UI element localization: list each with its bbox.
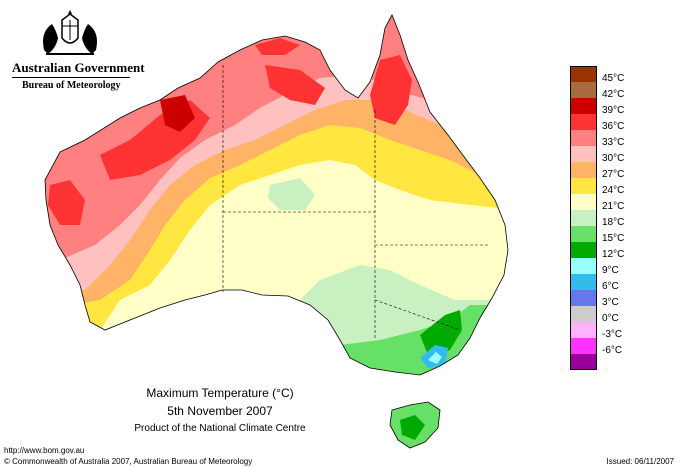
legend-label: 30°C (602, 153, 625, 164)
legend-swatch (570, 258, 597, 274)
legend-row: 30°C (570, 146, 640, 164)
band-36-arnhem (255, 38, 300, 55)
map-date: 5th November 2007 (167, 404, 273, 418)
legend-swatch (570, 194, 597, 210)
band-18-inland (268, 178, 315, 210)
legend-swatch (570, 82, 597, 98)
legend-swatch (570, 178, 597, 194)
map-title: Maximum Temperature (°C) (146, 386, 294, 400)
legend-swatch (570, 146, 597, 162)
legend-row: -6°C (570, 338, 640, 356)
website-link[interactable]: http://www.bom.gov.au (4, 446, 85, 455)
band-36-cape-york (370, 55, 412, 125)
legend-row: 24°C (570, 178, 640, 196)
legend-label: 9°C (602, 265, 619, 276)
legend-row: 9°C (570, 258, 640, 276)
legend-swatch (570, 306, 597, 322)
temperature-legend: 45°C 42°C 39°C 36°C 33°C 30°C 27°C 24°C 21°C 18°C… (570, 66, 640, 370)
band-36-top-end (265, 65, 325, 105)
organization-title: Australian Government (12, 60, 145, 75)
legend-label: 21°C (602, 201, 625, 212)
bureau-title: Bureau of Meteorology (22, 80, 121, 91)
legend-swatch (570, 226, 597, 242)
legend-label: 12°C (602, 249, 625, 260)
legend-row: 21°C (570, 194, 640, 212)
coat-of-arms-icon (30, 10, 110, 58)
legend-row (570, 354, 640, 370)
legend-row: 42°C (570, 82, 640, 100)
band-12 (420, 310, 462, 360)
legend-row: 0°C (570, 306, 640, 324)
tasmania-band-12 (400, 415, 425, 440)
legend-row: 18°C (570, 210, 640, 228)
legend-label: 3°C (602, 297, 619, 308)
legend-label: -3°C (602, 329, 623, 340)
legend-row: -3°C (570, 322, 640, 340)
legend-label: 36°C (602, 121, 625, 132)
legend-row: 6°C (570, 274, 640, 292)
border-nsw-vic (374, 299, 461, 331)
copyright-text: © Commonwealth of Australia 2007, Austra… (4, 457, 253, 466)
legend-swatch (570, 322, 597, 338)
legend-label: 18°C (602, 217, 625, 228)
header-divider (12, 77, 130, 78)
legend-label: 39°C (602, 105, 625, 116)
legend-swatch (570, 290, 597, 306)
legend-swatch (570, 66, 597, 82)
legend-label: 45°C (602, 73, 625, 84)
legend-row: 15°C (570, 226, 640, 244)
issued-date: Issued: 06/11/2007 (606, 457, 674, 466)
legend-swatch (570, 162, 597, 178)
legend-swatch (570, 274, 597, 290)
legend-row: 12°C (570, 242, 640, 260)
legend-swatch (570, 130, 597, 146)
legend-label: 24°C (602, 185, 625, 196)
band-9 (428, 352, 442, 364)
legend-label: 6°C (602, 281, 619, 292)
legend-row: 27°C (570, 162, 640, 180)
legend-swatch (570, 210, 597, 226)
legend-row: 45°C (570, 66, 640, 84)
legend-label: 0°C (602, 313, 619, 324)
legend-label: 27°C (602, 169, 625, 180)
legend-label: -6°C (602, 345, 623, 356)
tasmania (389, 401, 441, 449)
legend-row: 39°C (570, 98, 640, 116)
legend-row: 3°C (570, 290, 640, 308)
legend-swatch (570, 114, 597, 130)
legend-row: 33°C (570, 130, 640, 148)
legend-swatch (570, 338, 597, 354)
legend-label: 33°C (602, 137, 625, 148)
state-borders (222, 65, 490, 340)
legend-label: 15°C (602, 233, 625, 244)
band-39-kimberley (160, 95, 195, 132)
legend-swatch (570, 98, 597, 114)
legend-row: 36°C (570, 114, 640, 132)
legend-swatch (570, 242, 597, 258)
legend-label: 42°C (602, 89, 625, 100)
legend-swatch (570, 354, 597, 370)
band-36-pilbara (48, 180, 85, 225)
map-product: Product of the National Climate Centre (134, 423, 306, 434)
